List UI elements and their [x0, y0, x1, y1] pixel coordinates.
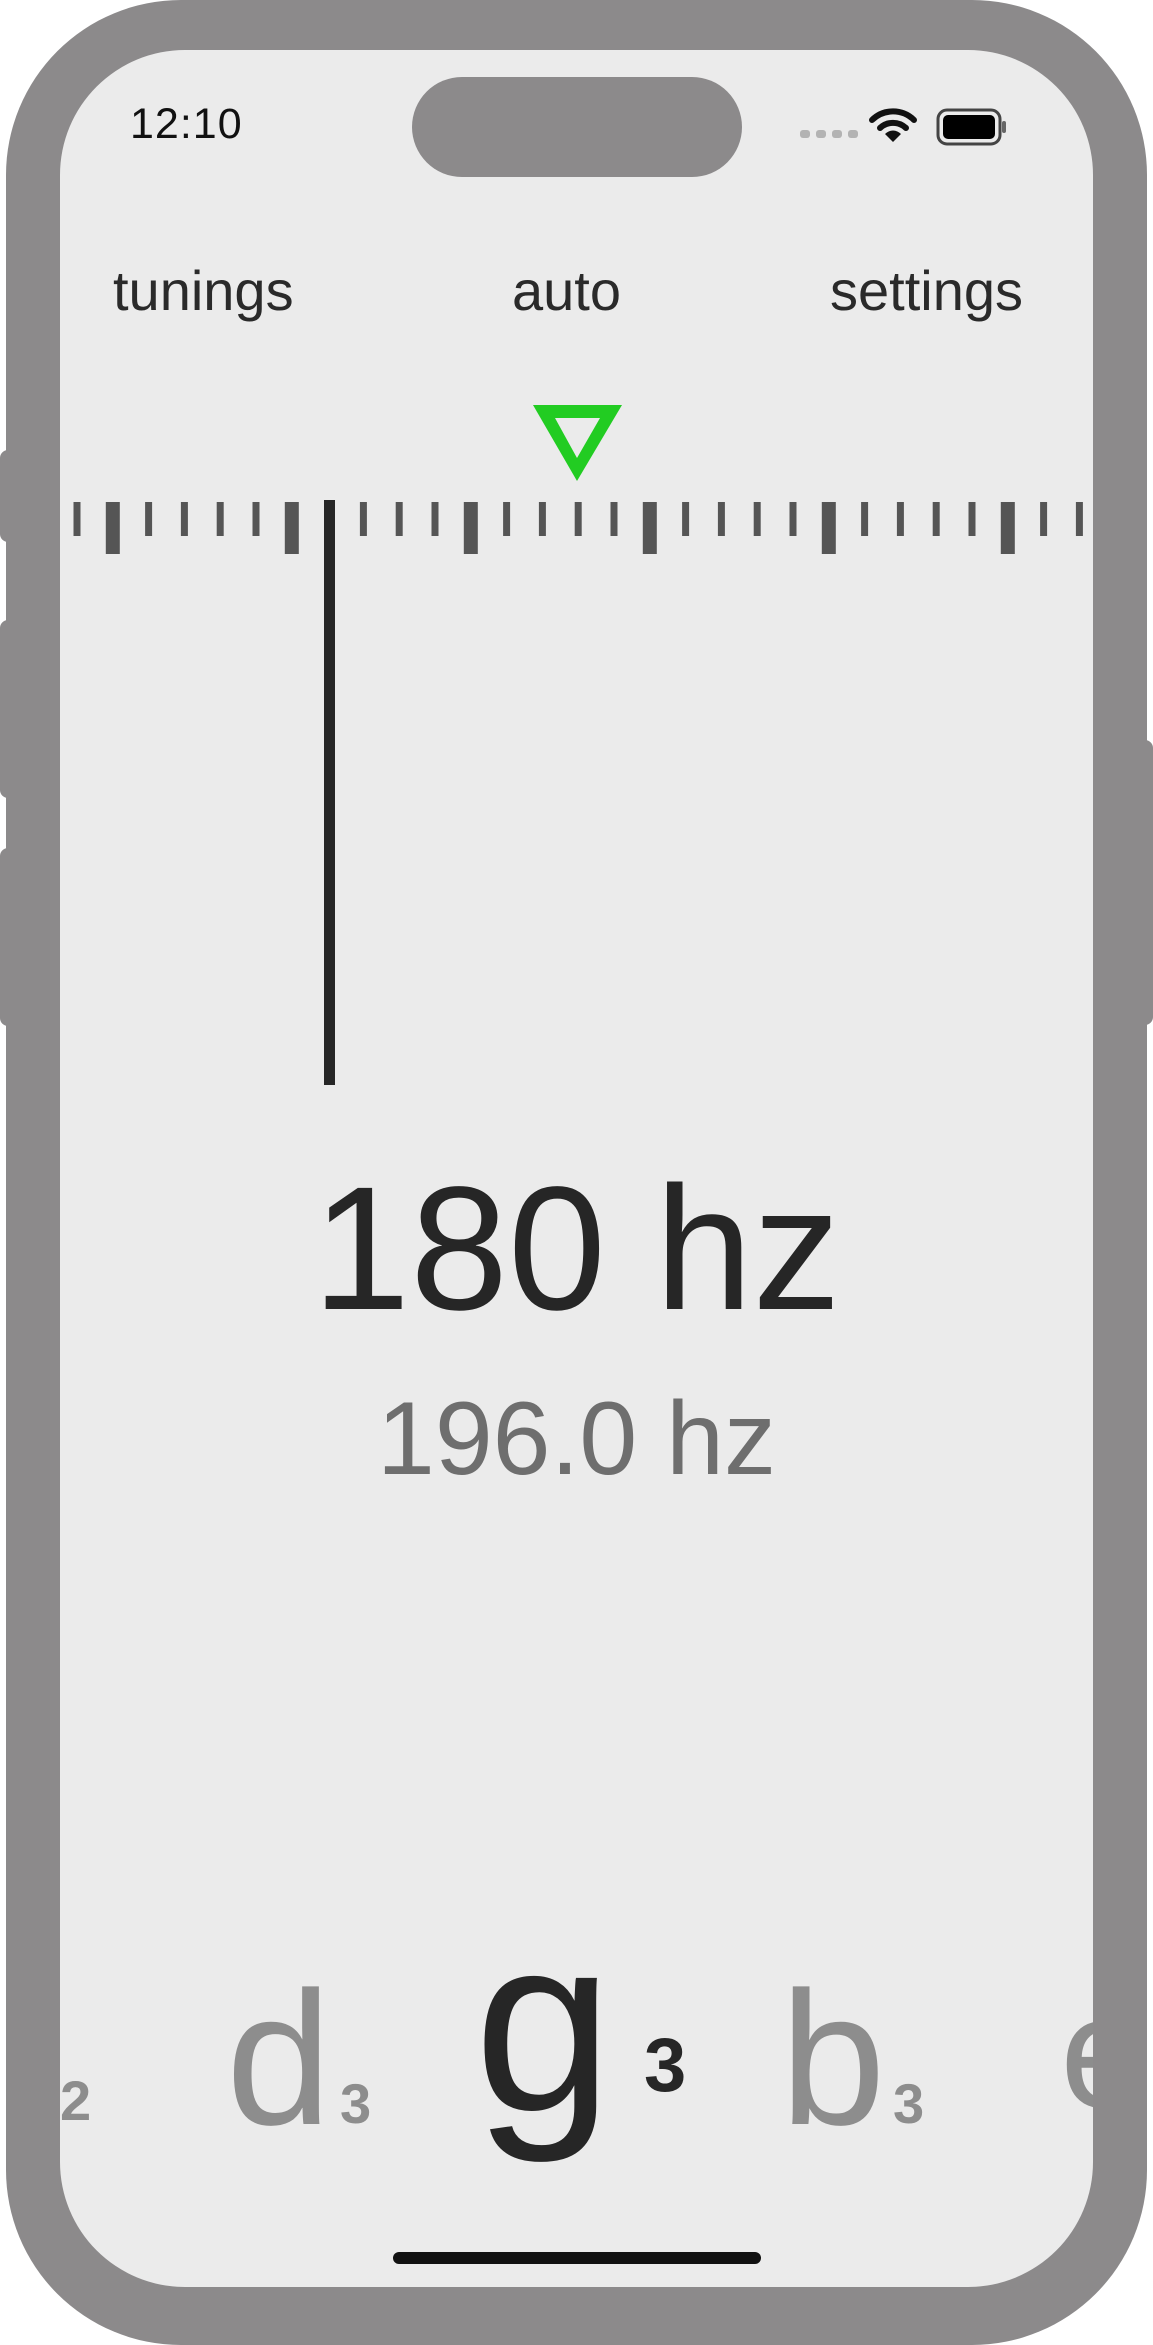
scale-minor-tick [1075, 502, 1083, 536]
scale-minor-tick [216, 502, 224, 536]
pitch-needle [324, 500, 335, 1085]
scale-minor-tick [610, 502, 618, 536]
scale-minor-tick [431, 502, 439, 536]
selected-note-octave: 3 [644, 2023, 687, 2108]
scale-minor-tick [968, 502, 976, 536]
scale-minor-tick [145, 502, 153, 536]
scale-minor-tick [789, 502, 797, 536]
tunings-button[interactable]: tunings [113, 259, 294, 322]
scale-minor-tick [932, 502, 940, 536]
note-letter[interactable]: d [226, 1953, 332, 2165]
scale-minor-tick [1040, 502, 1048, 536]
detected-frequency: 180 hz [312, 1151, 841, 1347]
selected-note-letter[interactable]: g [474, 1884, 614, 2163]
scale-minor-tick [574, 502, 582, 536]
note-octave: 2 [60, 2069, 92, 2132]
note-letter[interactable]: b [780, 1953, 886, 2165]
note-octave: 3 [893, 2072, 925, 2135]
scale-major-tick [284, 502, 299, 554]
target-frequency: 196.0 hz [377, 1381, 776, 1497]
wifi-icon [869, 108, 917, 142]
scale-major-tick [463, 502, 478, 554]
scale-minor-tick [252, 502, 260, 536]
signal-icon [800, 130, 858, 138]
scale-minor-tick [395, 502, 403, 536]
dynamic-island [412, 77, 742, 177]
scale-major-tick [821, 502, 836, 554]
battery-icon [936, 108, 1006, 146]
status-time: 12:10 [130, 100, 243, 148]
home-indicator[interactable] [393, 2252, 761, 2264]
scale-minor-tick [753, 502, 761, 536]
tuning-scale [73, 405, 1083, 554]
note-octave: 3 [340, 2072, 372, 2135]
scale-major-tick [1000, 502, 1015, 554]
settings-button[interactable]: settings [830, 259, 1023, 322]
scale-minor-tick [538, 502, 546, 536]
scale-major-tick [105, 502, 120, 554]
auto-mode-button[interactable]: auto [512, 259, 621, 322]
scale-minor-tick [861, 502, 869, 536]
scale-major-tick [642, 502, 657, 554]
scale-minor-tick [73, 502, 81, 536]
scale-minor-tick [359, 502, 367, 536]
scale-minor-tick [180, 502, 188, 536]
scale-minor-tick [896, 502, 904, 536]
scale-minor-tick [503, 502, 511, 536]
scale-minor-tick [682, 502, 690, 536]
scale-minor-tick [717, 502, 725, 536]
note-letter[interactable]: e [1060, 1960, 1093, 2140]
